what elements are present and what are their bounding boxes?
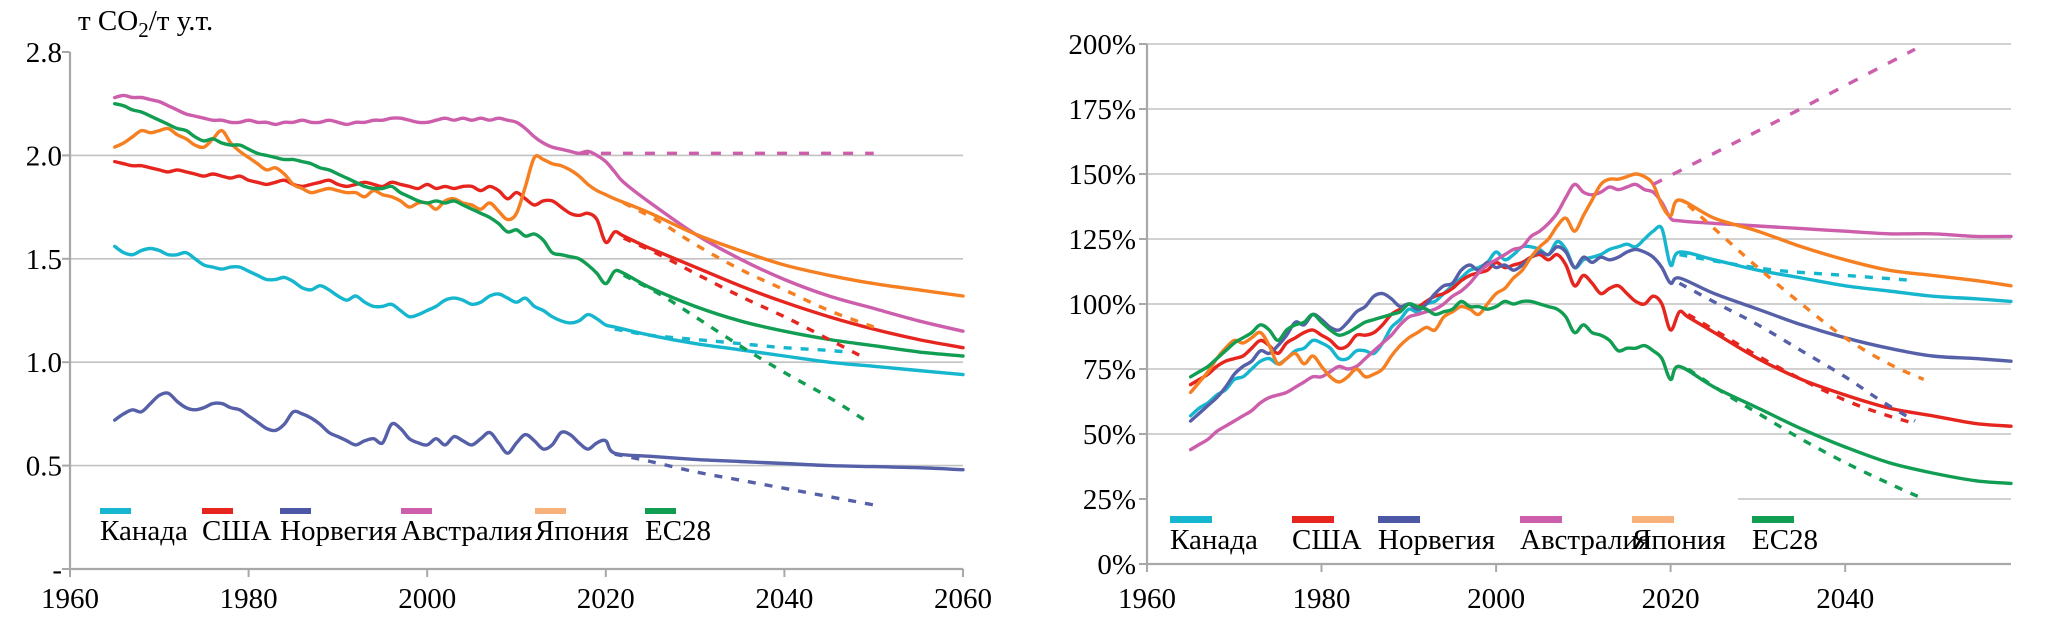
x-tick-label: 2000 [1467,583,1525,615]
y-tick-label: 50% [1083,419,1136,451]
legend-swatch-australia [1520,516,1562,523]
legend-swatch-norway [1378,516,1420,523]
legend-label-canada: Канада [100,515,188,547]
series-usa-projection [622,236,866,360]
x-tick-label: 2020 [577,583,635,615]
x-tick-label: 1960 [41,583,99,615]
legend-swatch-usa [1292,516,1334,523]
series-australia-projection [1652,47,1916,186]
series-japan-solid [113,126,965,298]
x-tick-label: 2020 [1642,583,1700,615]
legend-label-japan: Япония [1632,524,1726,556]
x-tick-label: 1980 [220,583,278,615]
y-tick-label: 125% [1068,224,1136,256]
y-tick-label: 75% [1083,354,1136,386]
legend-swatch-norway [280,508,311,514]
legend-label-australia: Австралия [401,515,532,547]
y-tick-label: 175% [1068,94,1136,126]
legend-label-ec28: ЕС28 [1752,524,1818,556]
chart-co2-intensity: 2.8 2.0 1.5 1.0 0.5 -1960 1980 2000 2020 2040 2060… [26,5,992,615]
legend-label-ec28: ЕС28 [645,515,711,547]
series-canada-solid [113,244,965,377]
legend-swatch-canada [1170,516,1212,523]
series-norway-projection [614,452,875,507]
legend-swatch-japan [535,508,566,514]
series-canada-projection [1679,252,1916,283]
series-ec28-solid [113,102,965,358]
y-tick-label: 0.5 [26,451,62,483]
y-tick-label: 0% [1097,549,1136,581]
series-norway-projection [1678,281,1916,423]
legend-label-usa: США [1292,524,1362,556]
y-tick-label: 2.8 [26,37,62,69]
series-japan-solid [1188,172,2013,395]
legend-label-norway: Норвегия [280,515,397,547]
x-tick-label: 1980 [1293,583,1351,615]
axis-unit-title: т СО2/т у.т. [78,5,213,42]
legend-label-norway: Норвегия [1378,524,1495,556]
x-tick-label: 1960 [1118,583,1176,615]
y-tick-label: 1.5 [26,244,62,276]
y-tick-label: - [52,554,62,586]
x-tick-label: 2000 [398,583,456,615]
legend-swatch-japan [1632,516,1674,523]
series-japan-projection [622,201,875,329]
legend-label-australia: Австралия [1520,524,1651,556]
series-japan-projection [1686,203,1925,381]
legend-label-japan: Япония [535,515,629,547]
series-ec28-projection [622,273,866,422]
y-tick-label: 100% [1068,289,1136,321]
y-tick-label: 200% [1068,29,1136,61]
x-tick-label: 2060 [934,583,992,615]
legend-swatch-ec28 [645,508,676,514]
series-australia-solid [113,93,965,333]
series-australia-solid [1188,182,2013,452]
series-canada-projection [614,327,848,354]
legend-swatch-australia [401,508,432,514]
x-tick-label: 2040 [755,583,813,615]
legend-swatch-ec28 [1752,516,1794,523]
series-norway-solid [113,391,965,472]
y-tick-label: 2.0 [26,140,62,172]
chart-co2-relative: 200% 175% 150% 125% 100% 75% 50% 25% 0%1960 1980 2… [1068,29,2013,615]
series-usa-solid [1188,252,2013,428]
legend-swatch-canada [100,508,131,514]
y-tick-label: 1.0 [26,347,62,379]
series-ec28-solid [1188,299,2013,486]
series-usa-projection [1687,312,1916,426]
x-tick-label: 2040 [1816,583,1874,615]
legend-label-canada: Канада [1170,524,1258,556]
y-tick-label: 25% [1083,484,1136,516]
series-usa-solid [113,159,965,350]
y-tick-label: 150% [1068,159,1136,191]
legend-label-usa: США [202,515,272,547]
series-canada-solid [1188,224,2013,418]
series-norway-solid [1188,245,2013,423]
legend-swatch-usa [202,508,233,514]
